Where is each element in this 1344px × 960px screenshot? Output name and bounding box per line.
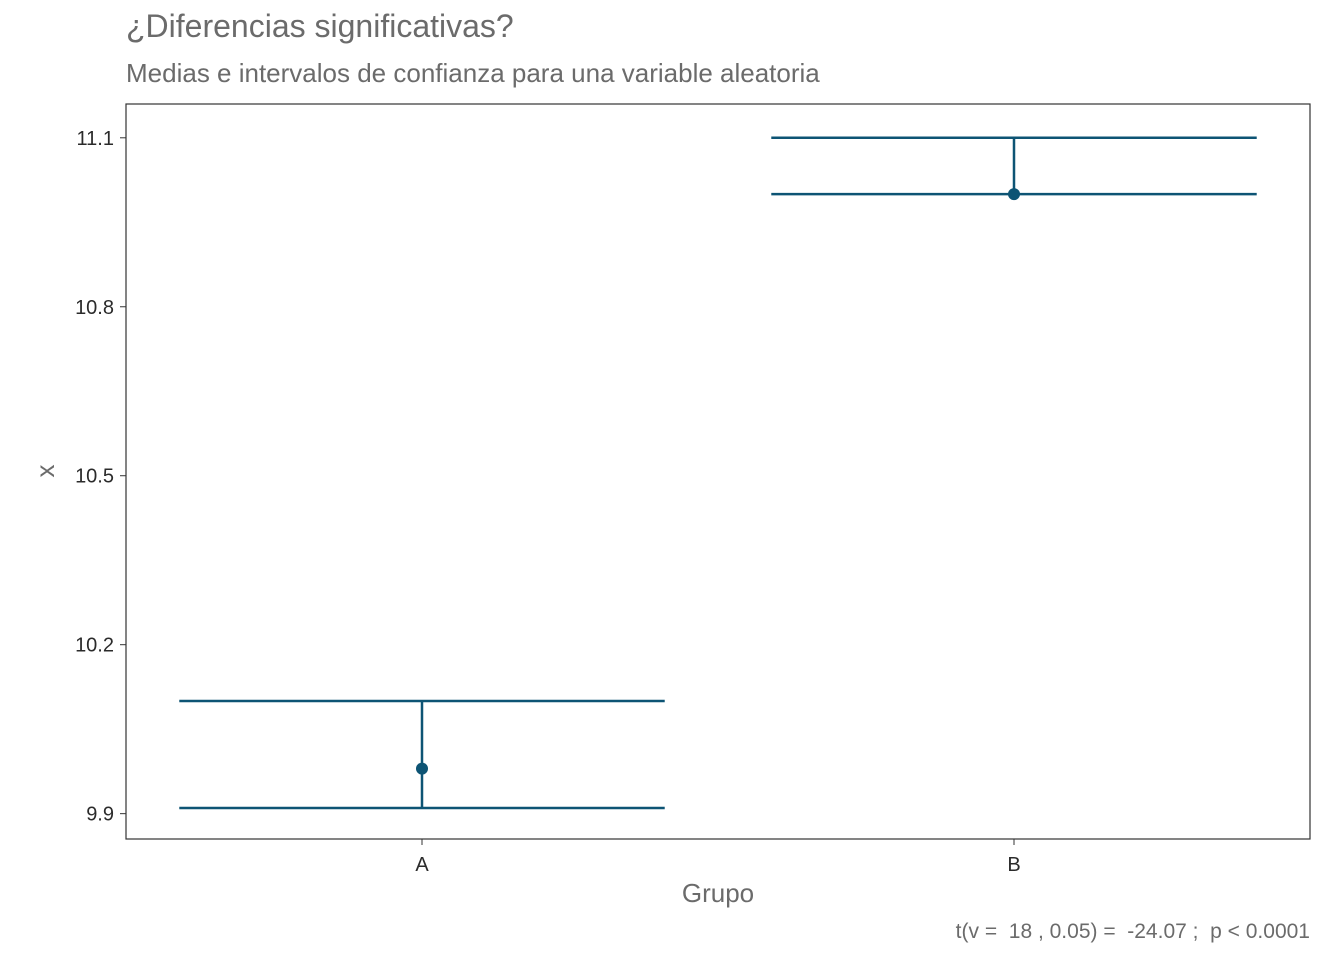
y-tick-label: 10.8 (75, 297, 114, 319)
chart-subtitle: Medias e intervalos de confianza para un… (126, 58, 820, 88)
y-axis-title: x (30, 465, 60, 478)
errorbar-marks (179, 136, 1257, 810)
x-tick-label: B (1007, 854, 1020, 876)
test-statistic-caption: t(v = 18 , 0.05) = -24.07 ; p < 0.0001 (955, 920, 1310, 943)
errorbar-group-B (771, 136, 1257, 201)
y-axis-ticks: 9.9 10.2 10.5 10.8 11.1 (75, 128, 126, 826)
chart-title: ¿Diferencias significativas? (126, 8, 514, 44)
plot-panel (125, 103, 1311, 840)
mean-point (1008, 188, 1020, 201)
mean-point (416, 762, 428, 775)
x-tick-label: A (415, 854, 429, 876)
y-tick-label: 10.2 (75, 635, 114, 657)
y-tick-label: 9.9 (86, 804, 114, 826)
y-tick-label: 10.5 (75, 466, 114, 488)
y-tick-label: 11.1 (77, 128, 114, 150)
errorbar-group-A (179, 699, 665, 810)
x-axis-title: Grupo (682, 878, 754, 908)
